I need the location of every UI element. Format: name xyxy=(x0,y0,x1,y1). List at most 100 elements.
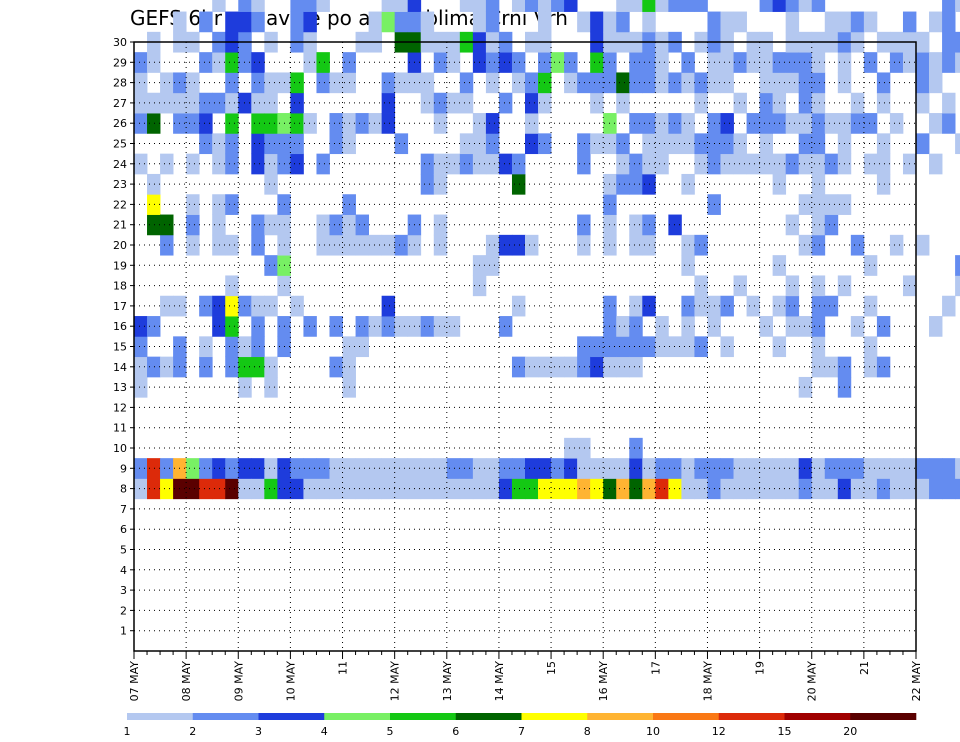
heatmap-cell xyxy=(616,173,630,195)
y-tick-label: 13 xyxy=(113,381,127,394)
heatmap-cell xyxy=(942,478,956,500)
heatmap-cell xyxy=(681,113,695,134)
heatmap-cell xyxy=(420,72,435,94)
heatmap-cell xyxy=(863,356,878,378)
heatmap-cell xyxy=(655,153,669,175)
heatmap-cell xyxy=(303,478,317,500)
heatmap-cell xyxy=(798,234,813,256)
heatmap-cell xyxy=(147,458,161,479)
heatmap-cell xyxy=(929,52,943,73)
heatmap-cell xyxy=(511,478,526,500)
heatmap-cell xyxy=(290,113,304,134)
heatmap-cell xyxy=(694,92,708,114)
heatmap-cell xyxy=(955,0,960,12)
heatmap-cell xyxy=(199,133,213,155)
heatmap-cell xyxy=(603,11,617,33)
heatmap-cell xyxy=(199,113,213,134)
heatmap-cell xyxy=(525,113,539,134)
heatmap-cell xyxy=(329,72,343,94)
heatmap-cell xyxy=(694,478,708,500)
heatmap-cell xyxy=(212,133,226,155)
heatmap-cell xyxy=(811,214,826,236)
heatmap-cells xyxy=(134,0,960,500)
heatmap-cell xyxy=(681,173,695,195)
heatmap-cell xyxy=(850,316,865,337)
heatmap-cell xyxy=(264,214,278,236)
heatmap-cell xyxy=(186,214,200,236)
heatmap-cell xyxy=(850,478,865,500)
heatmap-cell xyxy=(707,11,721,33)
x-tick-label: 08 MAY xyxy=(180,661,193,702)
heatmap-cell xyxy=(485,113,500,134)
legend-label: 6 xyxy=(452,725,459,738)
heatmap-cell xyxy=(889,234,904,256)
heatmap-cell xyxy=(225,72,239,94)
heatmap-cell xyxy=(511,295,526,317)
heatmap-cell xyxy=(538,11,552,33)
y-tick-label: 18 xyxy=(113,280,127,293)
heatmap-cell xyxy=(420,153,435,175)
heatmap-cell xyxy=(681,255,695,276)
heatmap-cell xyxy=(629,437,643,459)
heatmap-cell xyxy=(694,0,708,12)
heatmap-cell xyxy=(212,0,226,12)
heatmap-cell xyxy=(759,113,774,134)
heatmap-cell xyxy=(134,113,148,134)
heatmap-cell xyxy=(381,72,396,94)
heatmap-cell xyxy=(368,113,383,134)
heatmap-cell xyxy=(746,113,760,134)
heatmap-cell xyxy=(551,0,565,12)
heatmap-cell xyxy=(564,437,578,459)
heatmap-cell xyxy=(655,478,669,500)
heatmap-cell xyxy=(577,11,591,33)
legend-label: 3 xyxy=(255,725,262,738)
heatmap-cell xyxy=(394,133,409,155)
y-axis: 1234567891011121314151617181920212223242… xyxy=(113,36,134,638)
heatmap-cell xyxy=(824,478,839,500)
heatmap-cell xyxy=(577,336,591,358)
heatmap-cell xyxy=(746,478,760,500)
heatmap-cell xyxy=(212,458,226,479)
y-tick-label: 26 xyxy=(113,117,127,130)
heatmap-cell xyxy=(225,336,239,358)
heatmap-cell xyxy=(798,92,813,114)
x-tick-label: 15 xyxy=(545,661,558,675)
x-tick-label: 10 MAY xyxy=(284,661,297,702)
heatmap-cell xyxy=(955,31,960,53)
heatmap-cell xyxy=(668,0,682,12)
heatmap-cell xyxy=(225,275,239,297)
heatmap-cell xyxy=(134,356,148,378)
heatmap-cell xyxy=(160,458,174,479)
y-tick-label: 23 xyxy=(113,178,127,191)
heatmap-cell xyxy=(329,356,343,378)
heatmap-cell xyxy=(876,356,891,378)
heatmap-cell xyxy=(824,194,839,215)
heatmap-cell xyxy=(264,173,278,195)
x-axis: 07 MAY 08 MAY 09 MAY 10 MAY 11 12 MAY 13 MAY 14… xyxy=(128,651,923,701)
heatmap-cell xyxy=(577,458,591,479)
legend-swatch xyxy=(521,713,588,720)
y-tick-label: 29 xyxy=(113,56,127,69)
heatmap-cell xyxy=(785,11,800,33)
heatmap-cell xyxy=(889,113,904,134)
heatmap-cell xyxy=(785,72,800,94)
heatmap-cell xyxy=(160,72,174,94)
x-tick-label: 12 MAY xyxy=(389,661,402,702)
heatmap-cell xyxy=(355,458,369,479)
heatmap-cell xyxy=(863,52,878,73)
heatmap-cell xyxy=(225,478,239,500)
heatmap-cell xyxy=(942,295,956,317)
heatmap-cell xyxy=(485,255,500,276)
heatmap-cell xyxy=(668,214,682,236)
heatmap-cell xyxy=(134,316,148,337)
heatmap-cell xyxy=(642,11,656,33)
heatmap-cell xyxy=(225,153,239,175)
heatmap-cell xyxy=(212,234,226,256)
heatmap-cell xyxy=(303,458,317,479)
heatmap-cell xyxy=(446,316,461,337)
heatmap-cell xyxy=(394,0,409,12)
heatmap-cell xyxy=(186,458,200,479)
heatmap-cell xyxy=(798,72,813,94)
heatmap-cell xyxy=(655,113,669,134)
heatmap-cell xyxy=(290,478,304,500)
